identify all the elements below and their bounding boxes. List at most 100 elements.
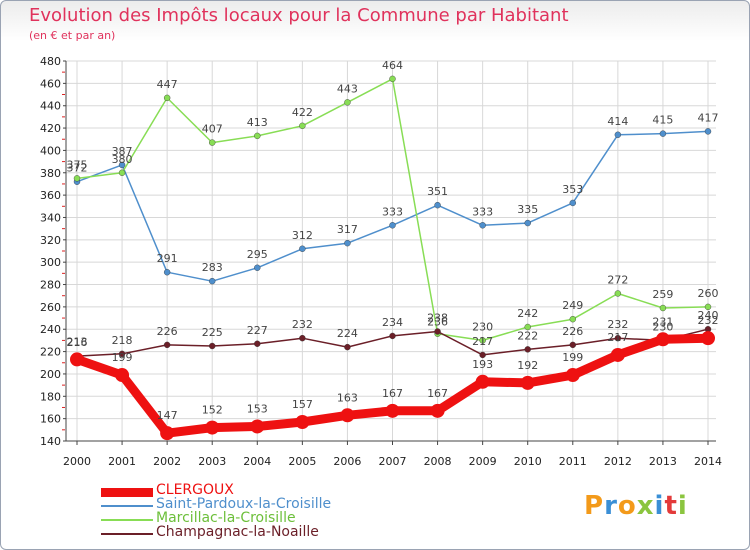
- x-tick-label: 2008: [424, 455, 452, 468]
- data-point-saint-pardoux-la-croisille: [299, 245, 306, 252]
- y-tick-label: 420: [40, 122, 61, 135]
- data-label-champagnac-la-noaille: 230: [652, 320, 673, 333]
- data-label-marcillac-la-croisille: 407: [202, 123, 223, 136]
- data-label-saint-pardoux-la-croisille: 415: [652, 114, 673, 127]
- data-label-clergoux: 193: [472, 358, 493, 371]
- data-point-clergoux: [520, 375, 535, 390]
- data-point-saint-pardoux-la-croisille: [569, 199, 576, 207]
- data-label-marcillac-la-croisille: 447: [157, 78, 178, 91]
- y-tick-label: 180: [40, 390, 61, 403]
- data-label-clergoux: 199: [112, 351, 133, 364]
- data-label-saint-pardoux-la-croisille: 414: [607, 115, 628, 128]
- data-point-champagnac-la-noaille: [479, 351, 486, 359]
- data-label-champagnac-la-noaille: 232: [292, 318, 313, 331]
- data-label-saint-pardoux-la-croisille: 283: [202, 261, 223, 274]
- data-label-saint-pardoux-la-croisille: 291: [157, 252, 178, 265]
- data-point-saint-pardoux-la-croisille: [209, 277, 216, 285]
- data-point-marcillac-la-croisille: [704, 303, 712, 311]
- data-label-saint-pardoux-la-croisille: 351: [427, 185, 448, 198]
- data-point-champagnac-la-noaille: [299, 334, 306, 342]
- x-tick-label: 2011: [559, 455, 587, 468]
- data-point-champagnac-la-noaille: [254, 340, 261, 347]
- data-label-saint-pardoux-la-croisille: 387: [112, 145, 133, 158]
- data-point-marcillac-la-croisille: [569, 315, 576, 323]
- y-tick-label: 220: [40, 346, 61, 359]
- data-point-champagnac-la-noaille: [434, 328, 441, 335]
- data-label-marcillac-la-croisille: 260: [698, 287, 719, 300]
- data-label-champagnac-la-noaille: 226: [157, 325, 178, 338]
- data-label-saint-pardoux-la-croisille: 317: [337, 223, 358, 236]
- data-point-clergoux: [205, 420, 220, 435]
- data-label-champagnac-la-noaille: 217: [472, 335, 493, 348]
- data-label-champagnac-la-noaille: 225: [202, 326, 223, 339]
- x-tick-label: 2009: [469, 455, 497, 468]
- data-point-clergoux: [160, 426, 175, 441]
- data-label-marcillac-la-croisille: 413: [247, 116, 268, 129]
- data-point-champagnac-la-noaille: [344, 343, 351, 351]
- data-label-saint-pardoux-la-croisille: 295: [247, 248, 268, 261]
- data-label-clergoux: 192: [517, 359, 538, 372]
- data-label-saint-pardoux-la-croisille: 333: [472, 205, 493, 218]
- data-point-champagnac-la-noaille: [163, 341, 171, 349]
- data-label-saint-pardoux-la-croisille: 353: [562, 183, 583, 196]
- y-tick-label: 280: [40, 279, 61, 292]
- data-point-saint-pardoux-la-croisille: [614, 131, 622, 138]
- data-point-marcillac-la-croisille: [389, 75, 396, 83]
- series-lines: [70, 75, 715, 441]
- y-tick-label: 460: [40, 77, 61, 90]
- y-tick-label: 440: [40, 100, 61, 113]
- legend-swatch: [101, 505, 153, 507]
- data-point-saint-pardoux-la-croisille: [118, 161, 126, 169]
- y-tick-label: 340: [40, 211, 61, 224]
- data-label-marcillac-la-croisille: 380: [112, 153, 133, 166]
- legend-swatch: [101, 533, 153, 535]
- data-point-clergoux: [565, 368, 580, 383]
- data-point-marcillac-la-croisille: [118, 169, 126, 176]
- proxiti-logo: Proxiti: [584, 491, 688, 521]
- data-label-champagnac-la-noaille: 226: [562, 325, 583, 338]
- data-label-marcillac-la-croisille: 422: [292, 106, 313, 119]
- y-tick-label: 480: [40, 55, 61, 68]
- data-label-clergoux: 147: [157, 409, 178, 422]
- data-point-champagnac-la-noaille: [118, 350, 126, 358]
- data-label-clergoux: 213: [67, 335, 88, 348]
- data-point-saint-pardoux-la-croisille: [254, 264, 261, 271]
- data-label-champagnac-la-noaille: 234: [382, 316, 403, 329]
- data-point-champagnac-la-noaille: [614, 334, 622, 342]
- data-label-clergoux: 163: [337, 391, 358, 404]
- data-label-clergoux: 231: [652, 315, 673, 328]
- data-label-marcillac-la-croisille: 242: [517, 307, 538, 320]
- data-point-clergoux: [115, 368, 130, 383]
- data-point-clergoux: [610, 347, 625, 362]
- x-tick-label: 2007: [379, 455, 407, 468]
- x-tick-label: 2010: [514, 455, 542, 468]
- data-point-clergoux: [250, 419, 265, 434]
- data-point-clergoux: [340, 408, 355, 423]
- data-point-clergoux: [701, 331, 715, 346]
- data-point-saint-pardoux-la-croisille: [479, 222, 486, 229]
- x-tick-label: 2004: [243, 455, 271, 468]
- x-tick-label: 2014: [694, 455, 722, 468]
- data-label-champagnac-la-noaille: 222: [517, 329, 538, 342]
- data-label-saint-pardoux-la-croisille: 372: [67, 162, 88, 175]
- axes: [62, 60, 716, 445]
- y-tick-label: 380: [40, 167, 61, 180]
- data-point-clergoux: [70, 352, 84, 367]
- data-label-champagnac-la-noaille: 224: [337, 327, 358, 340]
- data-label-marcillac-la-croisille: 464: [382, 59, 403, 72]
- x-tick-label: 2013: [649, 455, 677, 468]
- y-tick-label: 400: [40, 144, 61, 157]
- legend-swatch: [101, 519, 153, 521]
- data-point-marcillac-la-croisille: [299, 122, 306, 130]
- x-tick-label: 2001: [108, 455, 136, 468]
- data-point-champagnac-la-noaille: [524, 346, 531, 353]
- data-label-marcillac-la-croisille: 249: [562, 299, 583, 312]
- data-point-clergoux: [385, 403, 400, 418]
- data-point-saint-pardoux-la-croisille: [389, 222, 396, 229]
- y-tick-label: 200: [40, 368, 61, 381]
- data-point-champagnac-la-noaille: [389, 332, 396, 340]
- data-point-marcillac-la-croisille: [659, 304, 667, 312]
